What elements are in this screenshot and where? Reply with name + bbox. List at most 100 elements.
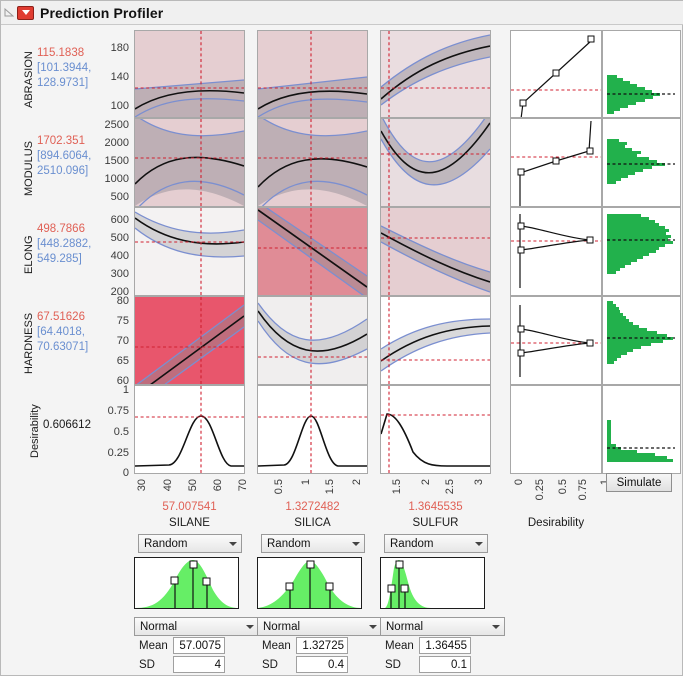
profile-plot-hardness-sulfur[interactable]	[380, 296, 491, 385]
profile-plot-elong-silica[interactable]	[257, 207, 368, 296]
factor-mode-select-silica[interactable]: Random	[261, 534, 365, 553]
response-label-abrasion: ABRASION	[23, 51, 35, 108]
ytick-elong-1: 500	[110, 232, 129, 244]
profile-plot-abrasion-sulfur[interactable]	[380, 30, 491, 118]
xtick-silane-2: 50	[187, 479, 199, 492]
chevron-down-icon	[492, 624, 500, 629]
factor-mode-label-silane: Random	[144, 537, 188, 550]
red-dropdown-icon[interactable]	[17, 5, 34, 20]
factor-distribution-plot-silane[interactable]	[134, 557, 239, 609]
profile-plot-elong-silane[interactable]	[134, 207, 245, 296]
mean-label-silica: Mean	[262, 640, 291, 652]
profile-plot-modulus-silane[interactable]	[134, 118, 245, 207]
simulation-histogram-elong	[602, 207, 681, 296]
profile-plot-desirability-sulfur[interactable]	[380, 385, 491, 474]
profile-plot-abrasion-silane[interactable]	[134, 30, 245, 118]
mean-input-silica[interactable]: 1.32725	[296, 637, 348, 654]
xtick-sulfur-0: 1.5	[391, 479, 403, 495]
profile-plot-desirability-silane[interactable]	[134, 385, 245, 474]
ci-upper-elong: 549.285]	[37, 253, 82, 265]
response-label-elong: ELONG	[23, 235, 35, 275]
desirability-axis-label: Desirability	[527, 517, 585, 529]
sd-input-sulfur[interactable]: 0.1	[419, 656, 471, 673]
xtick-desirability-1: 0.25	[534, 479, 546, 501]
profile-plot-modulus-silica[interactable]	[257, 118, 368, 207]
factor-value-silane[interactable]: 57.007541	[162, 501, 217, 513]
predicted-value-elong[interactable]: 498.7866	[37, 223, 85, 235]
desirability-value: 0.606612	[43, 419, 91, 431]
factor-mode-select-sulfur[interactable]: Random	[384, 534, 488, 553]
ytick-abrasion-0: 180	[110, 42, 129, 54]
xtick-silane-0: 30	[136, 479, 148, 492]
factor-name-sulfur: SULFUR	[412, 517, 459, 529]
ytick-hardness-3: 65	[116, 355, 129, 367]
ytick-abrasion-2: 100	[110, 100, 129, 112]
sd-label-silica: SD	[262, 659, 278, 671]
ytick-elong-2: 400	[110, 250, 129, 262]
chevron-down-icon	[475, 541, 483, 546]
page-title: Prediction Profiler	[40, 4, 164, 21]
factor-distribution-label-silane: Normal	[140, 620, 178, 633]
chevron-down-icon	[229, 541, 237, 546]
response-label-modulus: MODULUS	[23, 140, 35, 196]
factor-distribution-label-silica: Normal	[263, 620, 301, 633]
desirability-function-elong[interactable]	[510, 207, 602, 296]
predicted-value-abrasion[interactable]: 115.1838	[37, 47, 85, 59]
profile-plot-hardness-silica[interactable]	[257, 296, 368, 385]
xtick-silane-4: 70	[237, 479, 249, 492]
response-label-hardness: HARDNESS	[23, 312, 35, 375]
ytick-elong-4: 200	[110, 286, 129, 298]
profile-plot-abrasion-silica[interactable]	[257, 30, 368, 118]
factor-distribution-plot-silica[interactable]	[257, 557, 362, 609]
mean-label-silane: Mean	[139, 640, 168, 652]
predicted-value-modulus[interactable]: 1702.351	[37, 135, 85, 147]
xtick-desirability-0: 0	[513, 479, 525, 486]
ytick-elong-0: 600	[110, 214, 129, 226]
predicted-value-hardness[interactable]: 67.51626	[37, 311, 85, 323]
factor-value-sulfur[interactable]: 1.3645535	[408, 501, 463, 513]
simulation-histogram-modulus	[602, 118, 681, 207]
factor-value-silica[interactable]: 1.3272482	[285, 501, 340, 513]
ytick-hardness-4: 60	[116, 375, 129, 387]
desirability-function-modulus[interactable]	[510, 118, 602, 207]
factor-mode-select-silane[interactable]: Random	[138, 534, 242, 553]
ci-upper-modulus: 2510.096]	[37, 165, 89, 177]
factor-distribution-plot-sulfur[interactable]	[380, 557, 485, 609]
sd-input-silica[interactable]: 0.4	[296, 656, 348, 673]
xtick-silane-1: 40	[162, 479, 174, 492]
ytick-desirability-1: 0.75	[107, 405, 129, 417]
factor-mode-label-silica: Random	[267, 537, 311, 550]
simulation-histogram-abrasion	[602, 30, 681, 118]
factor-distribution-select-silane[interactable]: Normal	[134, 617, 259, 636]
mean-input-silane[interactable]: 57.0075	[173, 637, 225, 654]
factor-distribution-label-sulfur: Normal	[386, 620, 424, 633]
profile-plot-desirability-silica[interactable]	[257, 385, 368, 474]
xtick-sulfur-3: 3	[473, 479, 485, 486]
factor-mode-label-sulfur: Random	[390, 537, 434, 550]
ci-lower-elong: [448.2882,	[37, 238, 92, 250]
disclosure-triangle-icon[interactable]	[1, 1, 17, 25]
desirability-function-abrasion[interactable]	[510, 30, 602, 118]
ci-lower-abrasion: [101.3944,	[37, 62, 92, 74]
ytick-hardness-2: 70	[116, 335, 129, 347]
factor-distribution-select-silica[interactable]: Normal	[257, 617, 382, 636]
profile-plot-hardness-silane[interactable]	[134, 296, 245, 385]
simulate-button[interactable]: Simulate	[606, 473, 672, 492]
profile-plot-modulus-sulfur[interactable]	[380, 118, 491, 207]
xtick-silica-0: 0.5	[273, 479, 285, 495]
ytick-hardness-1: 75	[116, 315, 129, 327]
ci-upper-abrasion: 128.9731]	[37, 77, 89, 89]
ci-upper-hardness: 70.63071]	[37, 341, 89, 353]
xtick-silica-1: 1	[300, 479, 312, 486]
profile-plot-elong-sulfur[interactable]	[380, 207, 491, 296]
ytick-desirability-3: 0.25	[107, 447, 129, 459]
factor-distribution-select-sulfur[interactable]: Normal	[380, 617, 505, 636]
response-label-desirability: Desirability	[29, 404, 41, 458]
mean-input-sulfur[interactable]: 1.36455	[419, 637, 471, 654]
titlebar: Prediction Profiler	[1, 1, 683, 25]
sd-input-silane[interactable]: 4	[173, 656, 225, 673]
ytick-modulus-2: 1500	[104, 155, 129, 167]
desirability-function-hardness[interactable]	[510, 296, 602, 385]
factor-name-silane: SILANE	[169, 517, 210, 529]
chevron-down-icon	[352, 541, 360, 546]
